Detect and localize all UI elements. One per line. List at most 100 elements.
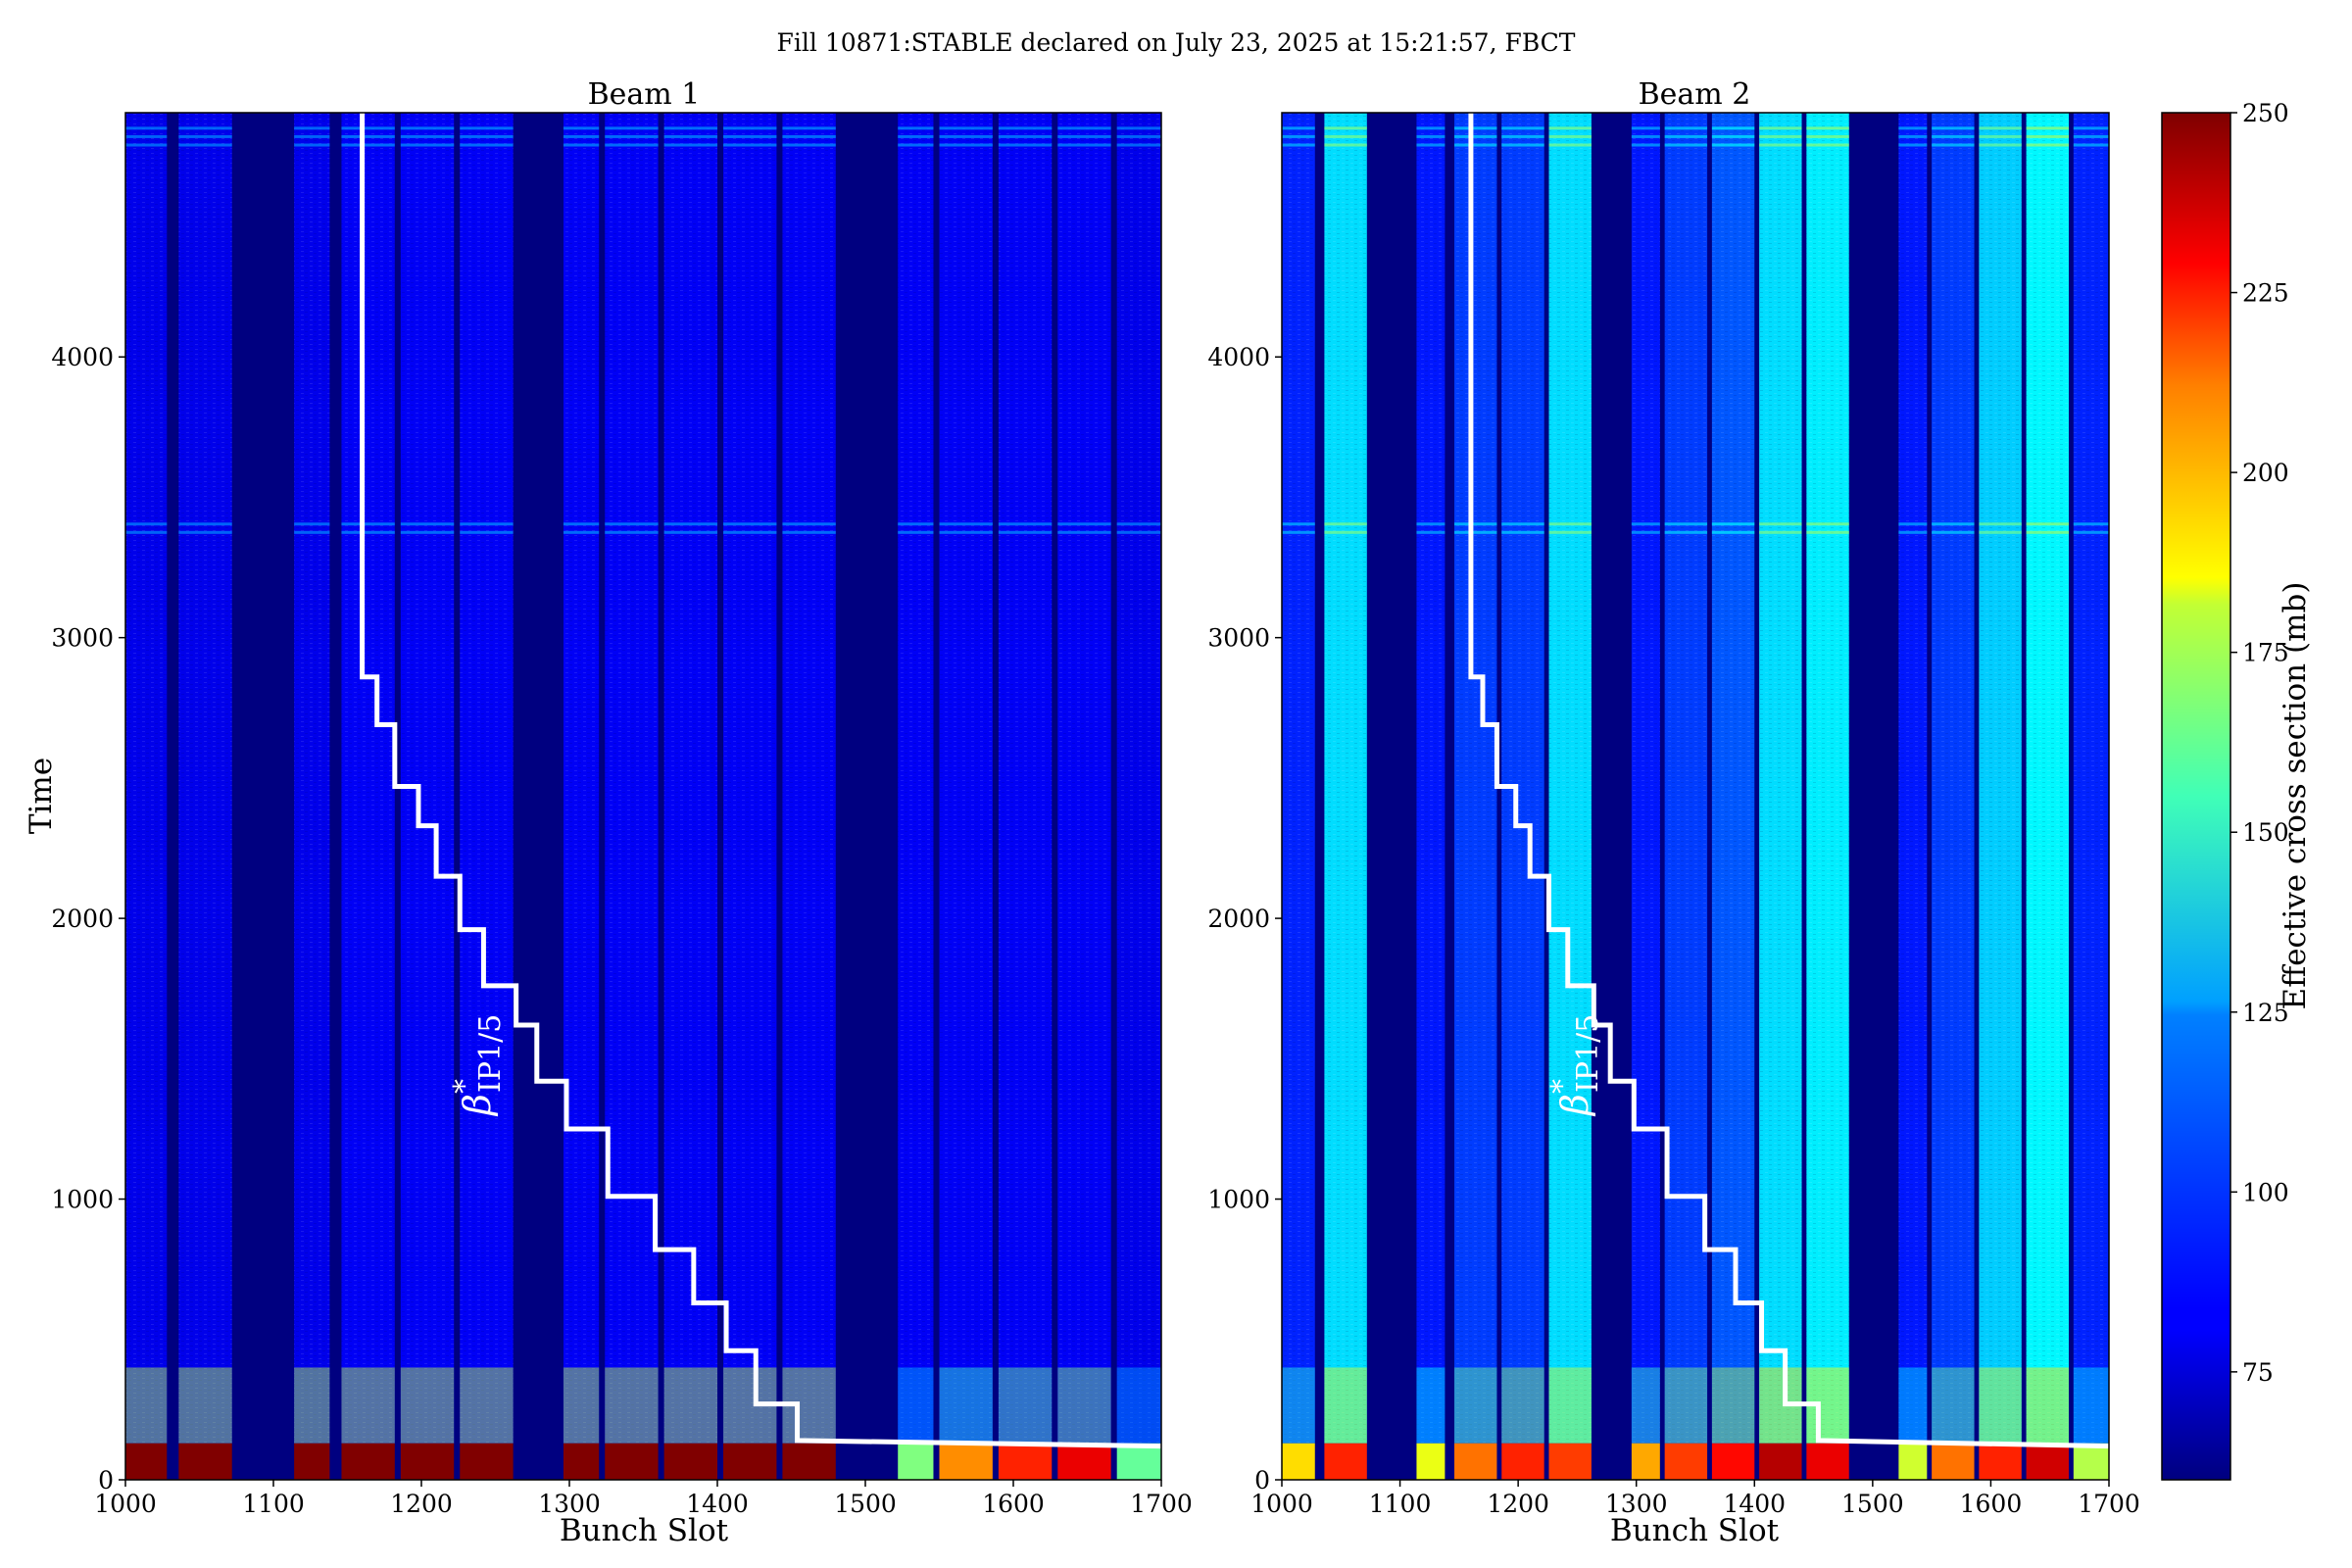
colorbar-tick-label: 150 <box>2242 818 2289 847</box>
train-transition-cell <box>1057 1367 1111 1444</box>
x-tick-label: 1700 <box>1130 1490 1193 1518</box>
train-texture <box>1631 113 1660 1444</box>
train-early-cell <box>2073 1443 2109 1480</box>
train-noise-band <box>341 522 395 526</box>
train-noise-band <box>1631 522 1660 526</box>
train-noise-band <box>563 522 600 526</box>
train-noise-band <box>1057 530 1111 534</box>
train-noise-band <box>1057 126 1111 130</box>
train-texture <box>2073 113 2109 1444</box>
train-texture <box>1664 113 1708 1444</box>
train-early-cell <box>2026 1443 2070 1480</box>
y-tick-label: 1000 <box>51 1186 114 1214</box>
train-noise-band <box>1979 143 2022 147</box>
train-transition-cell <box>178 1367 232 1444</box>
train-texture <box>1932 113 1975 1444</box>
train-noise-band <box>898 522 934 526</box>
train-texture <box>939 113 993 1444</box>
colorbar-gradient <box>2161 112 2231 1481</box>
colorbar-tick-label: 250 <box>2242 99 2289 127</box>
train-transition-cell <box>1454 1367 1497 1444</box>
train-noise-band <box>294 530 330 534</box>
train-noise-band <box>1282 522 1315 526</box>
train-early-cell <box>1548 1443 1592 1480</box>
train-noise-band <box>1416 530 1446 534</box>
train-noise-band <box>1548 134 1592 138</box>
train-noise-band <box>998 126 1053 130</box>
train-noise-band <box>1501 522 1544 526</box>
train-noise-band <box>782 522 836 526</box>
train-early-cell <box>1454 1443 1497 1480</box>
train-noise-band <box>460 530 514 534</box>
y-tick-label: 2000 <box>51 905 114 933</box>
panel-title-beam-1: Beam 1 <box>588 77 701 112</box>
colorbar-tick-label: 200 <box>2242 459 2289 487</box>
train-noise-band <box>605 530 659 534</box>
train-noise-band <box>898 134 934 138</box>
train-noise-band <box>563 530 600 534</box>
train-noise-band <box>1806 143 1849 147</box>
train-noise-band <box>1501 126 1544 130</box>
train-noise-band <box>1898 530 1928 534</box>
train-texture <box>1324 113 1367 1444</box>
train-noise-band <box>1932 126 1975 130</box>
train-noise-band <box>1711 126 1755 130</box>
train-noise-band <box>1806 522 1849 526</box>
train-early-cell <box>723 1443 777 1480</box>
train-transition-cell <box>1711 1367 1755 1444</box>
beta-star-label-beam-1: β*IP1/5 <box>448 1014 508 1117</box>
train-noise-band <box>294 522 330 526</box>
train-transition-cell <box>341 1367 395 1444</box>
train-texture <box>998 113 1053 1444</box>
train-transition-cell <box>1501 1367 1544 1444</box>
train-noise-band <box>1932 134 1975 138</box>
y-ticks-beam-2: 0 1000 2000 3000 4000 <box>1207 343 1282 1494</box>
train-noise-band <box>782 126 836 130</box>
train-noise-band <box>1932 530 1975 534</box>
train-transition-cell <box>1664 1367 1708 1444</box>
train-noise-band <box>563 134 600 138</box>
train-noise-band <box>1282 143 1315 147</box>
heatmap-beam-2 <box>1282 113 2109 1480</box>
train-noise-band <box>1979 522 2022 526</box>
train-texture <box>663 113 717 1444</box>
train-transition-cell <box>1979 1367 2022 1444</box>
train-early-cell <box>1806 1443 1849 1480</box>
train-noise-band <box>723 143 777 147</box>
colorbar-tick-label: 100 <box>2242 1178 2289 1206</box>
colorbar-tick-label: 175 <box>2242 639 2289 667</box>
train-transition-cell <box>998 1367 1053 1444</box>
train-early-cell <box>1116 1443 1161 1480</box>
train-transition-cell <box>898 1367 934 1444</box>
train-noise-band <box>1979 134 2022 138</box>
train-noise-band <box>1711 143 1755 147</box>
train-noise-band <box>663 126 717 130</box>
x-tick-label: 1000 <box>1250 1490 1313 1518</box>
train-noise-band <box>341 530 395 534</box>
train-early-cell <box>1759 1443 1802 1480</box>
train-early-cell <box>1282 1443 1315 1480</box>
train-noise-band <box>125 126 168 130</box>
train-noise-band <box>341 126 395 130</box>
train-noise-band <box>1548 530 1592 534</box>
train-early-cell <box>1979 1443 2022 1480</box>
train-noise-band <box>1282 530 1315 534</box>
x-tick-label: 1300 <box>1605 1490 1668 1518</box>
chart-suptitle: Fill 10871:STABLE declared on July 23, 2… <box>777 28 1576 57</box>
x-axis-label-beam-1: Bunch Slot <box>560 1513 729 1548</box>
train-noise-band <box>1631 530 1660 534</box>
train-noise-band <box>605 143 659 147</box>
train-early-cell <box>341 1443 395 1480</box>
heatmap-beam-1 <box>125 113 1161 1480</box>
train-early-cell <box>125 1443 168 1480</box>
train-noise-band <box>2026 134 2070 138</box>
train-noise-band <box>1806 530 1849 534</box>
train-noise-band <box>1806 126 1849 130</box>
train-early-cell <box>1664 1443 1708 1480</box>
train-texture <box>460 113 514 1444</box>
train-texture <box>125 113 168 1444</box>
train-noise-band <box>400 134 455 138</box>
train-noise-band <box>782 530 836 534</box>
train-texture <box>1501 113 1544 1444</box>
